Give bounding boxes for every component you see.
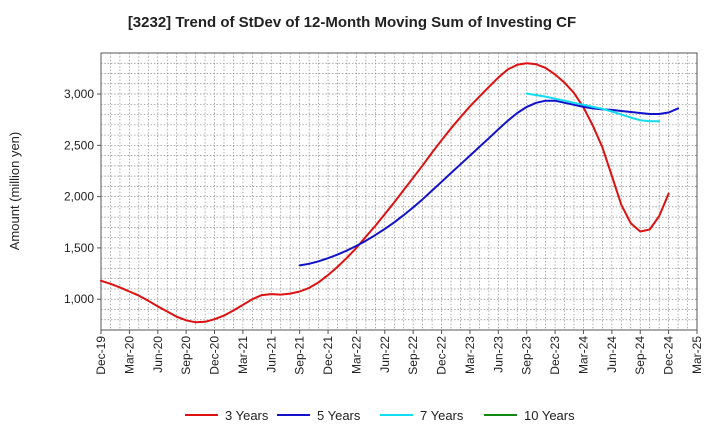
y-tick-label: 1,000 [64, 292, 94, 306]
legend-label-3-years: 3 Years [225, 408, 269, 423]
x-tick-label: Mar-21 [236, 336, 250, 374]
x-tick-label: Dec-23 [548, 336, 562, 375]
x-tick-label: Mar-24 [576, 336, 590, 374]
x-tick-label: Jun-20 [151, 336, 165, 373]
x-tick-label: Jun-23 [491, 336, 505, 373]
y-tick-label: 2,000 [64, 190, 94, 204]
x-tick-label: Mar-20 [122, 336, 136, 374]
plot-frame [100, 52, 698, 331]
series-line-7-years [525, 92, 661, 123]
series-line-3-years [100, 62, 670, 324]
x-tick-label: Jun-22 [378, 336, 392, 373]
x-tick-label: Dec-19 [94, 336, 108, 375]
x-tick-label: Dec-20 [208, 336, 222, 375]
x-axis-ticks: Dec-19 Mar-20 Jun-20 Sep-20 Dec-20 Mar-21 Jun-… [94, 330, 704, 375]
x-tick-label: Sep-24 [633, 336, 647, 375]
x-tick-label: Mar-23 [463, 336, 477, 374]
x-tick-label: Sep-22 [406, 336, 420, 375]
legend-label-7-years: 7 Years [420, 408, 464, 423]
x-tick-label: Sep-20 [179, 336, 193, 375]
x-tick-label: Dec-24 [662, 336, 676, 375]
chart-title: [3232] Trend of StDev of 12-Month Moving… [128, 14, 576, 31]
y-tick-label: 3,000 [64, 87, 94, 101]
legend-label-5-years: 5 Years [317, 408, 361, 423]
x-tick-label: Sep-21 [293, 336, 307, 375]
grid [101, 53, 697, 330]
series-line-5-years [298, 99, 680, 267]
y-axis-ticks: 1,000 1,500 2,000 2,500 3,000 [64, 87, 101, 306]
y-axis-label: Amount (million yen) [7, 132, 22, 251]
x-tick-label: Dec-21 [321, 336, 335, 375]
x-tick-label: Mar-25 [690, 336, 704, 374]
legend-label-10-years: 10 Years [524, 408, 575, 423]
series-lines [100, 62, 680, 324]
x-tick-label: Mar-22 [349, 336, 363, 374]
x-tick-label: Sep-23 [520, 336, 534, 375]
legend: 3 Years 5 Years 7 Years 10 Years [185, 408, 575, 423]
x-tick-label: Jun-24 [605, 336, 619, 373]
plot-area [100, 52, 698, 331]
y-tick-label: 2,500 [64, 138, 94, 152]
y-tick-label: 1,500 [64, 241, 94, 255]
x-tick-label: Dec-22 [435, 336, 449, 375]
x-tick-label: Jun-21 [264, 336, 278, 373]
